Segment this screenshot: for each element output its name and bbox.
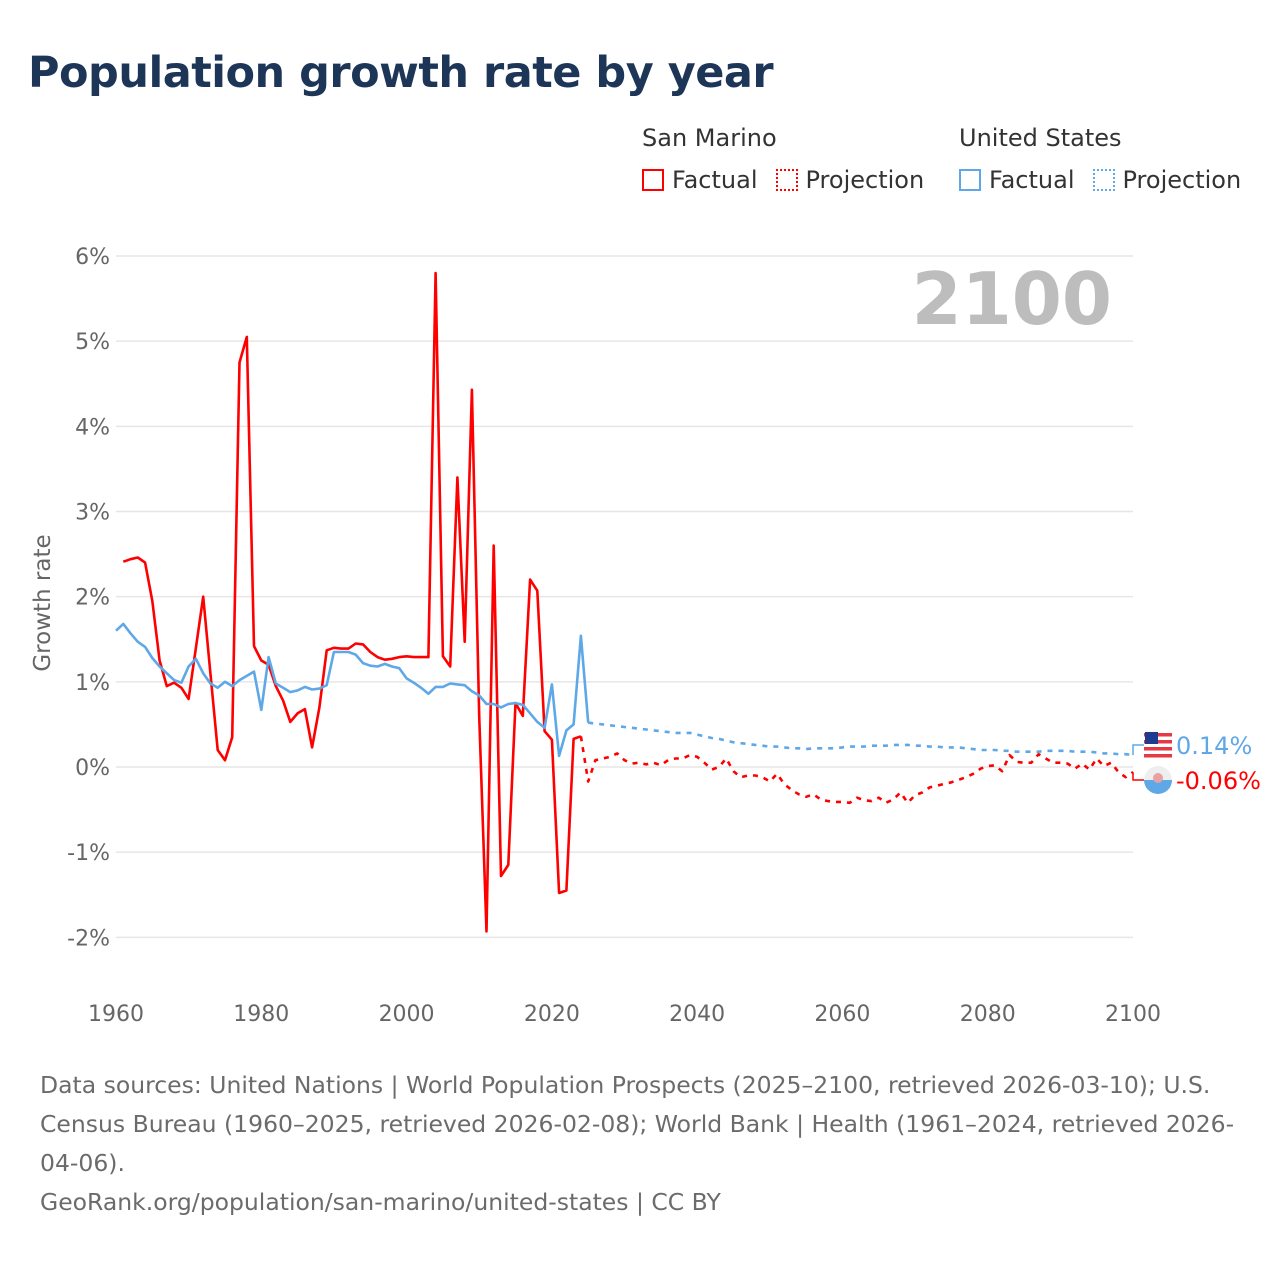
- legend-group-title: San Marino: [642, 124, 777, 152]
- flag-lower: [1144, 780, 1172, 794]
- legend-swatch-solid: [959, 169, 981, 191]
- legend-label: Projection: [805, 166, 925, 194]
- san-marino-projection-line: [579, 736, 1134, 805]
- source-link[interactable]: GeoRank.org/population/san-marino/united…: [40, 1188, 721, 1216]
- legend-item-projection[interactable]: Projection: [1092, 166, 1242, 194]
- flag-emblem: [1153, 773, 1163, 783]
- y-tick-label: 0%: [75, 756, 110, 781]
- y-tick-label: 6%: [75, 245, 110, 270]
- x-tick-label: 2100: [1105, 1002, 1161, 1027]
- legend-label: Factual: [989, 166, 1075, 194]
- legend-item-factual[interactable]: Factual: [642, 166, 758, 194]
- y-tick-label: 5%: [75, 330, 110, 355]
- year-watermark: 2100: [912, 257, 1112, 341]
- legend-san-marino: San Marino Factual Projection: [642, 124, 942, 194]
- y-tick-label: 4%: [75, 415, 110, 440]
- footer: Data sources: United Nations | World Pop…: [40, 1066, 1240, 1222]
- us-flag-icon: [1144, 731, 1172, 759]
- legend-label: Projection: [1122, 166, 1242, 194]
- united-states-projection-line: [588, 721, 1134, 757]
- y-tick-label: 1%: [75, 671, 110, 696]
- data-sources: Data sources: United Nations | World Pop…: [40, 1071, 1235, 1177]
- legend-swatch-solid: [642, 169, 664, 191]
- san-marino-flag-icon: [1144, 766, 1172, 794]
- us-label-connector: [1132, 744, 1144, 756]
- flag-stripe: [1144, 754, 1172, 758]
- x-tick-label: 1960: [88, 1002, 144, 1027]
- legend-swatch-dotted: [775, 169, 798, 191]
- legend-item-factual[interactable]: Factual: [959, 166, 1075, 194]
- chart-title: Population growth rate by year: [28, 48, 774, 98]
- sm-end-value-label: -0.06%: [1176, 767, 1261, 795]
- y-tick-label: -2%: [67, 926, 110, 951]
- y-tick-label: -1%: [67, 841, 110, 866]
- legend-label: Factual: [672, 166, 758, 194]
- x-tick-label: 2020: [524, 1002, 580, 1027]
- flag-stripe: [1144, 747, 1172, 751]
- x-tick-label: 2000: [379, 1002, 435, 1027]
- x-tick-label: 2060: [814, 1002, 870, 1027]
- legend-united-states: United States Factual Projection: [959, 124, 1259, 194]
- flag-canton: [1145, 732, 1158, 744]
- legend-group-title: United States: [959, 124, 1122, 152]
- x-tick-label: 2040: [669, 1002, 725, 1027]
- san-marino-factual-line: [122, 271, 582, 933]
- united-states-factual-line: [115, 622, 590, 758]
- sm-label-connector: [1132, 772, 1144, 781]
- legend-item-projection[interactable]: Projection: [775, 166, 925, 194]
- us-end-value-label: 0.14%: [1176, 732, 1252, 760]
- y-tick-label: 3%: [75, 501, 110, 526]
- x-tick-label: 2080: [960, 1002, 1016, 1027]
- y-tick-label: 2%: [75, 586, 110, 611]
- legend-swatch-dotted: [1092, 169, 1115, 191]
- y-axis-title: Growth rate: [30, 534, 56, 671]
- x-tick-label: 1980: [233, 1002, 289, 1027]
